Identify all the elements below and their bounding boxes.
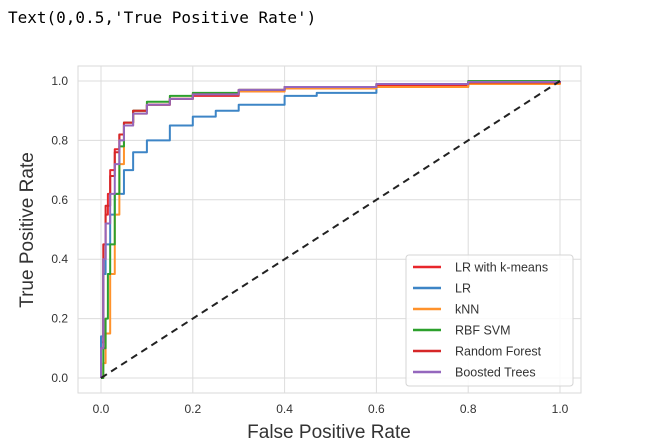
x-tick-label: 0.8 [460,402,477,416]
y-tick-label: 0.2 [51,312,68,326]
x-tick-label: 1.0 [552,402,569,416]
legend-label: kNN [455,303,479,317]
series-lines [100,80,561,379]
y-tick-label: 0.8 [51,133,68,147]
y-axis-label: True Positive Rate [17,152,38,308]
x-tick-label: 0.4 [276,402,293,416]
legend-label: LR with k-means [455,261,548,275]
y-tick-label: 1.0 [51,74,68,88]
y-tick-label: 0.4 [51,252,68,266]
legend-label: LR [455,282,471,296]
x-tick-label: 0.6 [368,402,385,416]
legend: LR with k-means LR kNN RBF SVM Random Forest… [405,254,574,387]
x-axis-label: False Positive Rate [247,422,411,443]
x-tick-labels: 0.0 0.2 0.4 0.6 0.8 1.0 [93,402,569,416]
legend-label: Boosted Trees [455,366,536,380]
y-tick-labels: 0.0 0.2 0.4 0.6 0.8 1.0 [51,74,68,385]
y-tick-label: 0.0 [51,371,68,385]
x-tick-label: 0.0 [93,402,110,416]
series-line-boosted-trees [100,80,561,378]
legend-label: RBF SVM [455,324,511,338]
x-tick-label: 0.2 [184,402,201,416]
y-tick-label: 0.6 [51,193,68,207]
cell-output-text: Text(0,0.5,'True Positive Rate') [8,8,317,27]
legend-box [405,254,574,387]
series-line-lr [100,81,561,378]
legend-label: Random Forest [455,345,542,359]
